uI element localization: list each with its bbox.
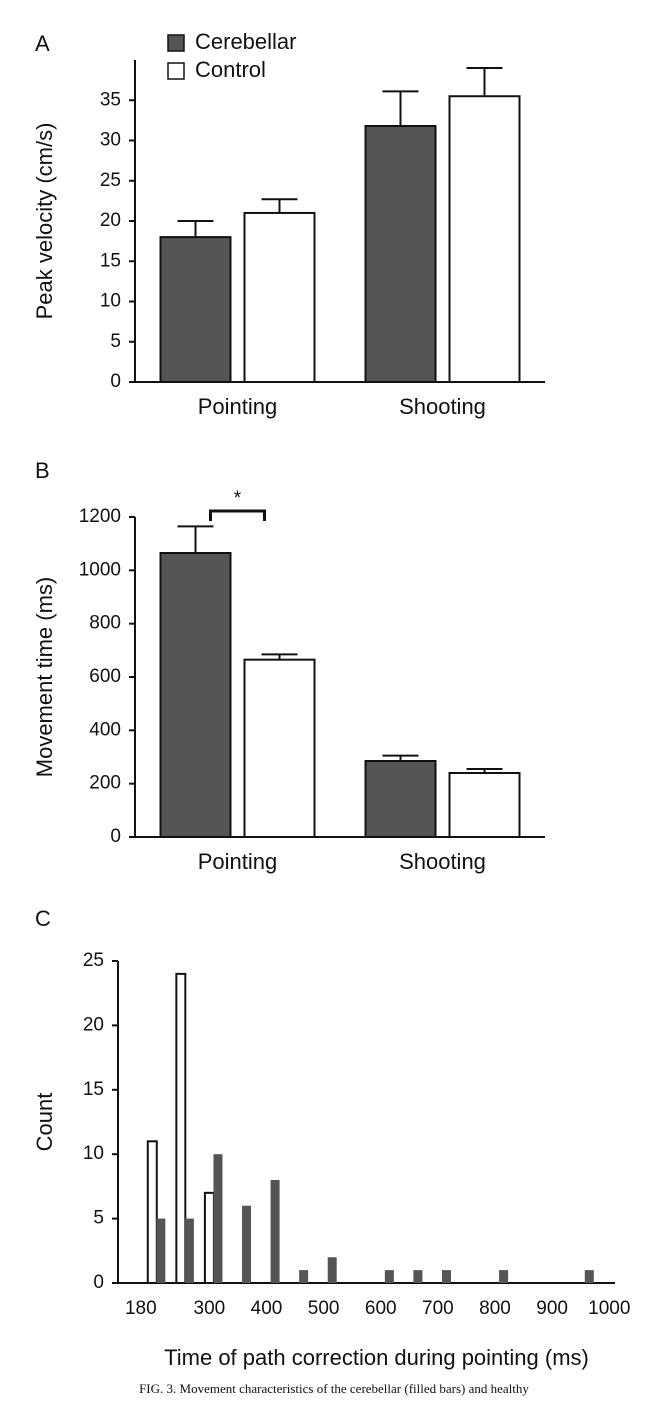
bar: [159, 552, 232, 838]
y-tick-label: 15: [83, 1079, 104, 1100]
y-axis-label: Peak velocity (cm/s): [32, 123, 57, 320]
y-tick-label: 0: [110, 826, 121, 847]
bar: [499, 1270, 509, 1283]
bar: [159, 236, 232, 383]
legend-label: Cerebellar: [195, 29, 297, 54]
y-tick-label: 30: [100, 130, 121, 151]
x-tick-label: Shooting: [399, 849, 486, 874]
x-tick-label: Pointing: [198, 394, 278, 419]
bar: [441, 1270, 451, 1283]
x-tick-label: 180: [125, 1298, 157, 1319]
bar: [327, 1257, 337, 1283]
bar: [448, 772, 521, 838]
y-tick-label: 10: [100, 291, 121, 312]
y-tick-label: 20: [100, 210, 121, 231]
x-tick-label: 500: [308, 1298, 340, 1319]
bar: [243, 211, 316, 383]
y-tick-label: 10: [83, 1143, 104, 1164]
panel-letter: B: [35, 458, 50, 483]
y-tick-label: 35: [100, 89, 121, 110]
legend-swatch: [167, 62, 185, 80]
x-tick-label: 300: [194, 1298, 226, 1319]
bar: [364, 125, 437, 384]
bar: [448, 95, 521, 383]
x-tick-label: 1000: [588, 1298, 630, 1319]
x-axis-label: Time of path correction during pointing …: [164, 1345, 589, 1370]
x-tick-label: 400: [251, 1298, 283, 1319]
significance-bracket: [209, 509, 266, 521]
y-tick-label: 400: [89, 719, 121, 740]
y-tick-label: 1000: [79, 559, 121, 580]
legend-label: Control: [195, 57, 266, 82]
x-tick-label: 600: [365, 1298, 397, 1319]
y-tick-label: 800: [89, 613, 121, 634]
bar: [270, 1179, 280, 1283]
bar: [584, 1270, 594, 1283]
bar: [203, 1191, 215, 1284]
bar: [156, 1218, 166, 1283]
y-axis-label: Count: [32, 1093, 57, 1152]
x-tick-label: Shooting: [399, 394, 486, 419]
bar: [364, 760, 437, 838]
caption: FIG. 3. Movement characteristics of the …: [139, 1381, 529, 1396]
panel-letter: C: [35, 906, 51, 931]
y-tick-label: 1200: [79, 506, 121, 527]
y-tick-label: 15: [100, 250, 121, 271]
panel-letter: A: [35, 31, 50, 56]
legend-swatch: [167, 34, 185, 52]
y-tick-label: 25: [100, 170, 121, 191]
bar: [213, 1154, 223, 1283]
y-tick-label: 0: [93, 1272, 104, 1293]
bar: [184, 1218, 194, 1283]
x-tick-label: 900: [536, 1298, 568, 1319]
bar: [384, 1270, 394, 1283]
bar: [242, 1205, 252, 1283]
y-tick-label: 5: [110, 331, 121, 352]
bar: [146, 1140, 158, 1284]
annotation: *: [234, 488, 242, 509]
bar: [175, 972, 187, 1284]
y-tick-label: 20: [83, 1014, 104, 1035]
y-axis-label: Movement time (ms): [32, 577, 57, 777]
bar: [299, 1270, 309, 1283]
x-tick-label: 800: [479, 1298, 511, 1319]
x-tick-label: Pointing: [198, 849, 278, 874]
y-tick-label: 25: [83, 950, 104, 971]
y-tick-label: 600: [89, 666, 121, 687]
y-tick-label: 200: [89, 773, 121, 794]
y-tick-label: 0: [110, 371, 121, 392]
x-tick-label: 700: [422, 1298, 454, 1319]
bar: [243, 658, 316, 839]
bar: [413, 1270, 423, 1283]
y-tick-label: 5: [93, 1208, 104, 1229]
